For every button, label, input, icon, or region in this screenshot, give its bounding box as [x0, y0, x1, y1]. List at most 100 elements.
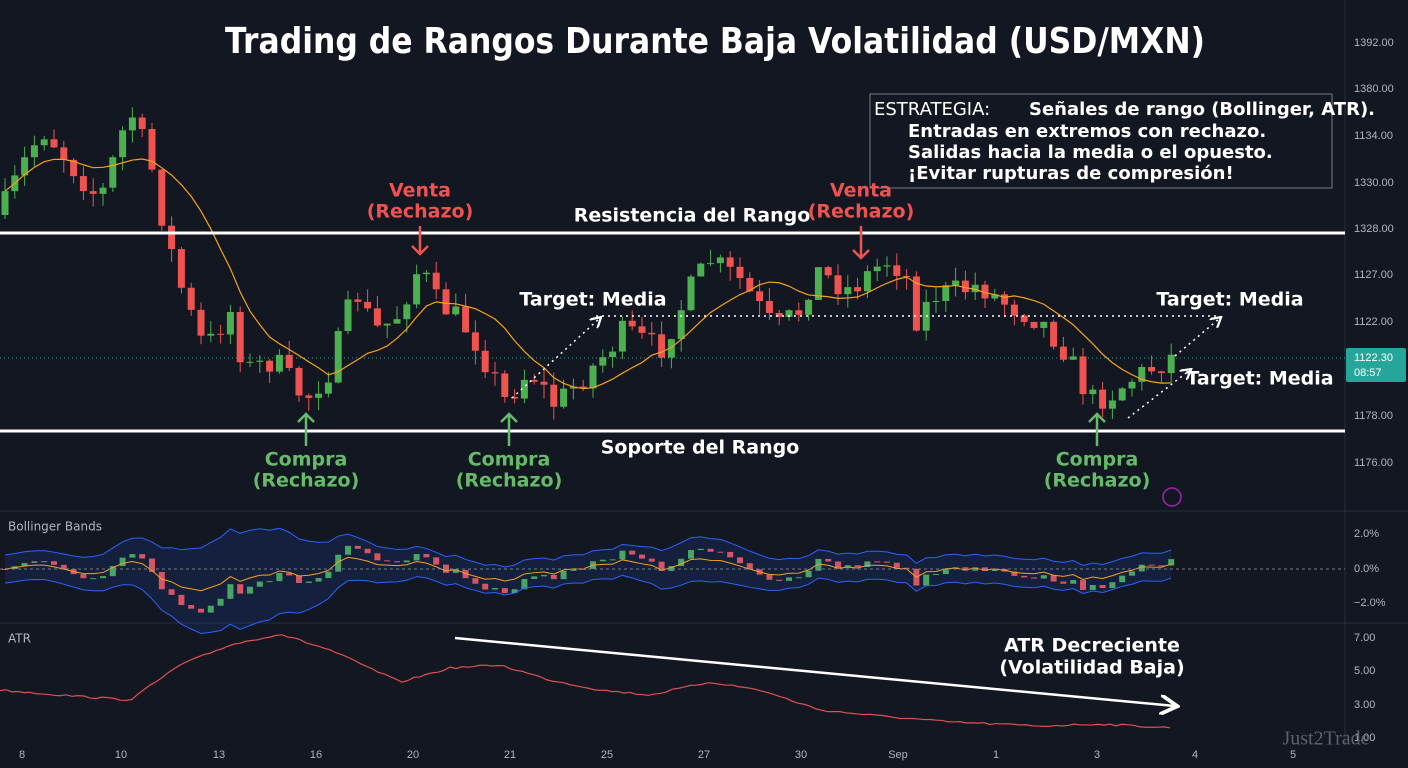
candle-body [932, 300, 940, 302]
bb-candle [423, 554, 430, 558]
target-label: Target: Media [519, 289, 666, 311]
candles [0, 107, 1345, 729]
price-tick-label: 1122.00 [1354, 316, 1393, 328]
bb-candle [482, 583, 489, 590]
candle-body [834, 275, 842, 295]
price-tick-label: 1134.00 [1354, 130, 1393, 142]
bb-candle [403, 560, 410, 563]
candle-body [550, 384, 558, 407]
candle-body [354, 299, 362, 302]
candle-body [795, 310, 803, 315]
title: Trading de Rangos Durante Baja Volatilid… [225, 21, 1205, 62]
candle-body [883, 265, 891, 267]
bb-candle [433, 557, 440, 565]
strategy-line: Señales de rango (Bollinger, ATR). [1029, 99, 1375, 120]
candle-body [893, 265, 901, 276]
bb-candle [874, 561, 881, 563]
bb-candle [844, 565, 851, 568]
bb-candle [825, 558, 832, 562]
candle-body [295, 367, 303, 396]
candle-body [1108, 400, 1116, 409]
candle-body [50, 139, 58, 148]
bb-candle [364, 548, 371, 554]
strategy-box [869, 93, 1333, 189]
candle-body [403, 304, 411, 320]
candle-body [775, 312, 783, 317]
candle-body [148, 129, 156, 170]
date-tick-label: 10 [115, 749, 127, 761]
candle-body [677, 310, 685, 340]
candle-body [187, 287, 195, 310]
date-tick-label: 25 [601, 749, 613, 761]
bb-candle [1138, 564, 1145, 572]
buy-note: (Rechazo) [456, 470, 563, 492]
candle-body [1010, 304, 1018, 316]
candle-body [236, 312, 244, 363]
candle-body [903, 275, 911, 277]
candle-body [912, 276, 920, 331]
bb-candle [129, 554, 136, 558]
bb-candle [933, 573, 939, 575]
candle-body [648, 332, 656, 335]
candle-body [344, 299, 352, 332]
bb-candle [884, 561, 890, 563]
candle-body [334, 331, 342, 383]
candle-body [854, 287, 862, 292]
price-tick-label: 1330.00 [1354, 177, 1394, 189]
candle-body [658, 334, 666, 358]
bb-candle [178, 594, 185, 606]
bb-basis [4, 556, 1172, 592]
bb-candle [472, 578, 479, 584]
candle-body [736, 266, 744, 278]
bb-candle [599, 559, 606, 562]
bb-candle [217, 598, 224, 606]
candle-body [60, 147, 68, 160]
bb-candle [570, 568, 577, 571]
bb-candle [1031, 577, 1037, 579]
bb-candle [1080, 580, 1086, 590]
price-tick-label: 1392.00 [1354, 37, 1394, 49]
price-tick-label: 1178.00 [1354, 410, 1393, 422]
bb-candle [256, 581, 263, 587]
candle-body [207, 333, 215, 336]
candle-body [1040, 321, 1048, 328]
bb-candle [413, 554, 420, 561]
resistance-label: Resistencia del Rango [574, 205, 811, 227]
bb-candle [776, 579, 783, 581]
candle-body [432, 272, 440, 290]
buy-label: Compra [265, 449, 348, 471]
target-label: Target: Media [1156, 289, 1303, 311]
buy-arrow [297, 412, 315, 446]
candle-body [1020, 315, 1028, 322]
bb-tick-label: −2.0% [1354, 597, 1386, 609]
candle-body [1030, 321, 1038, 328]
date-tick-label: 3 [1094, 749, 1100, 761]
bb-upper [4, 527, 1172, 568]
candle-body [756, 291, 764, 301]
price-axis: 1122.30 08:57 1392.00 1380.00 1134.00 1330.… [1346, 37, 1406, 744]
strategy-line: Salidas hacia la media o el opuesto. [908, 142, 1273, 163]
candle-body [844, 287, 852, 295]
candle-body [109, 157, 117, 188]
strategy-line: Entradas en extremos con rechazo. [908, 121, 1266, 142]
buy-label: Compra [468, 449, 551, 471]
candle-body [785, 310, 793, 317]
alert-icon[interactable] [1162, 487, 1182, 507]
bb-candle [1011, 571, 1018, 576]
bb-candle [658, 561, 665, 571]
bb-candle [1109, 582, 1116, 589]
atr-annotation: ATR Decreciente [1004, 635, 1180, 657]
candle-body [1118, 388, 1126, 401]
candle-body [618, 320, 626, 352]
candle-body [501, 373, 509, 397]
date-tick-label: Sep [888, 749, 908, 761]
watermark: Just2Trade [1282, 728, 1369, 750]
bb-candle [198, 608, 204, 613]
bb-candle [717, 551, 724, 553]
bb-candle [697, 548, 704, 551]
bb-candle [991, 568, 998, 572]
bb-candle [286, 572, 293, 576]
candle-body [560, 388, 568, 407]
bb-candle [1129, 571, 1135, 576]
